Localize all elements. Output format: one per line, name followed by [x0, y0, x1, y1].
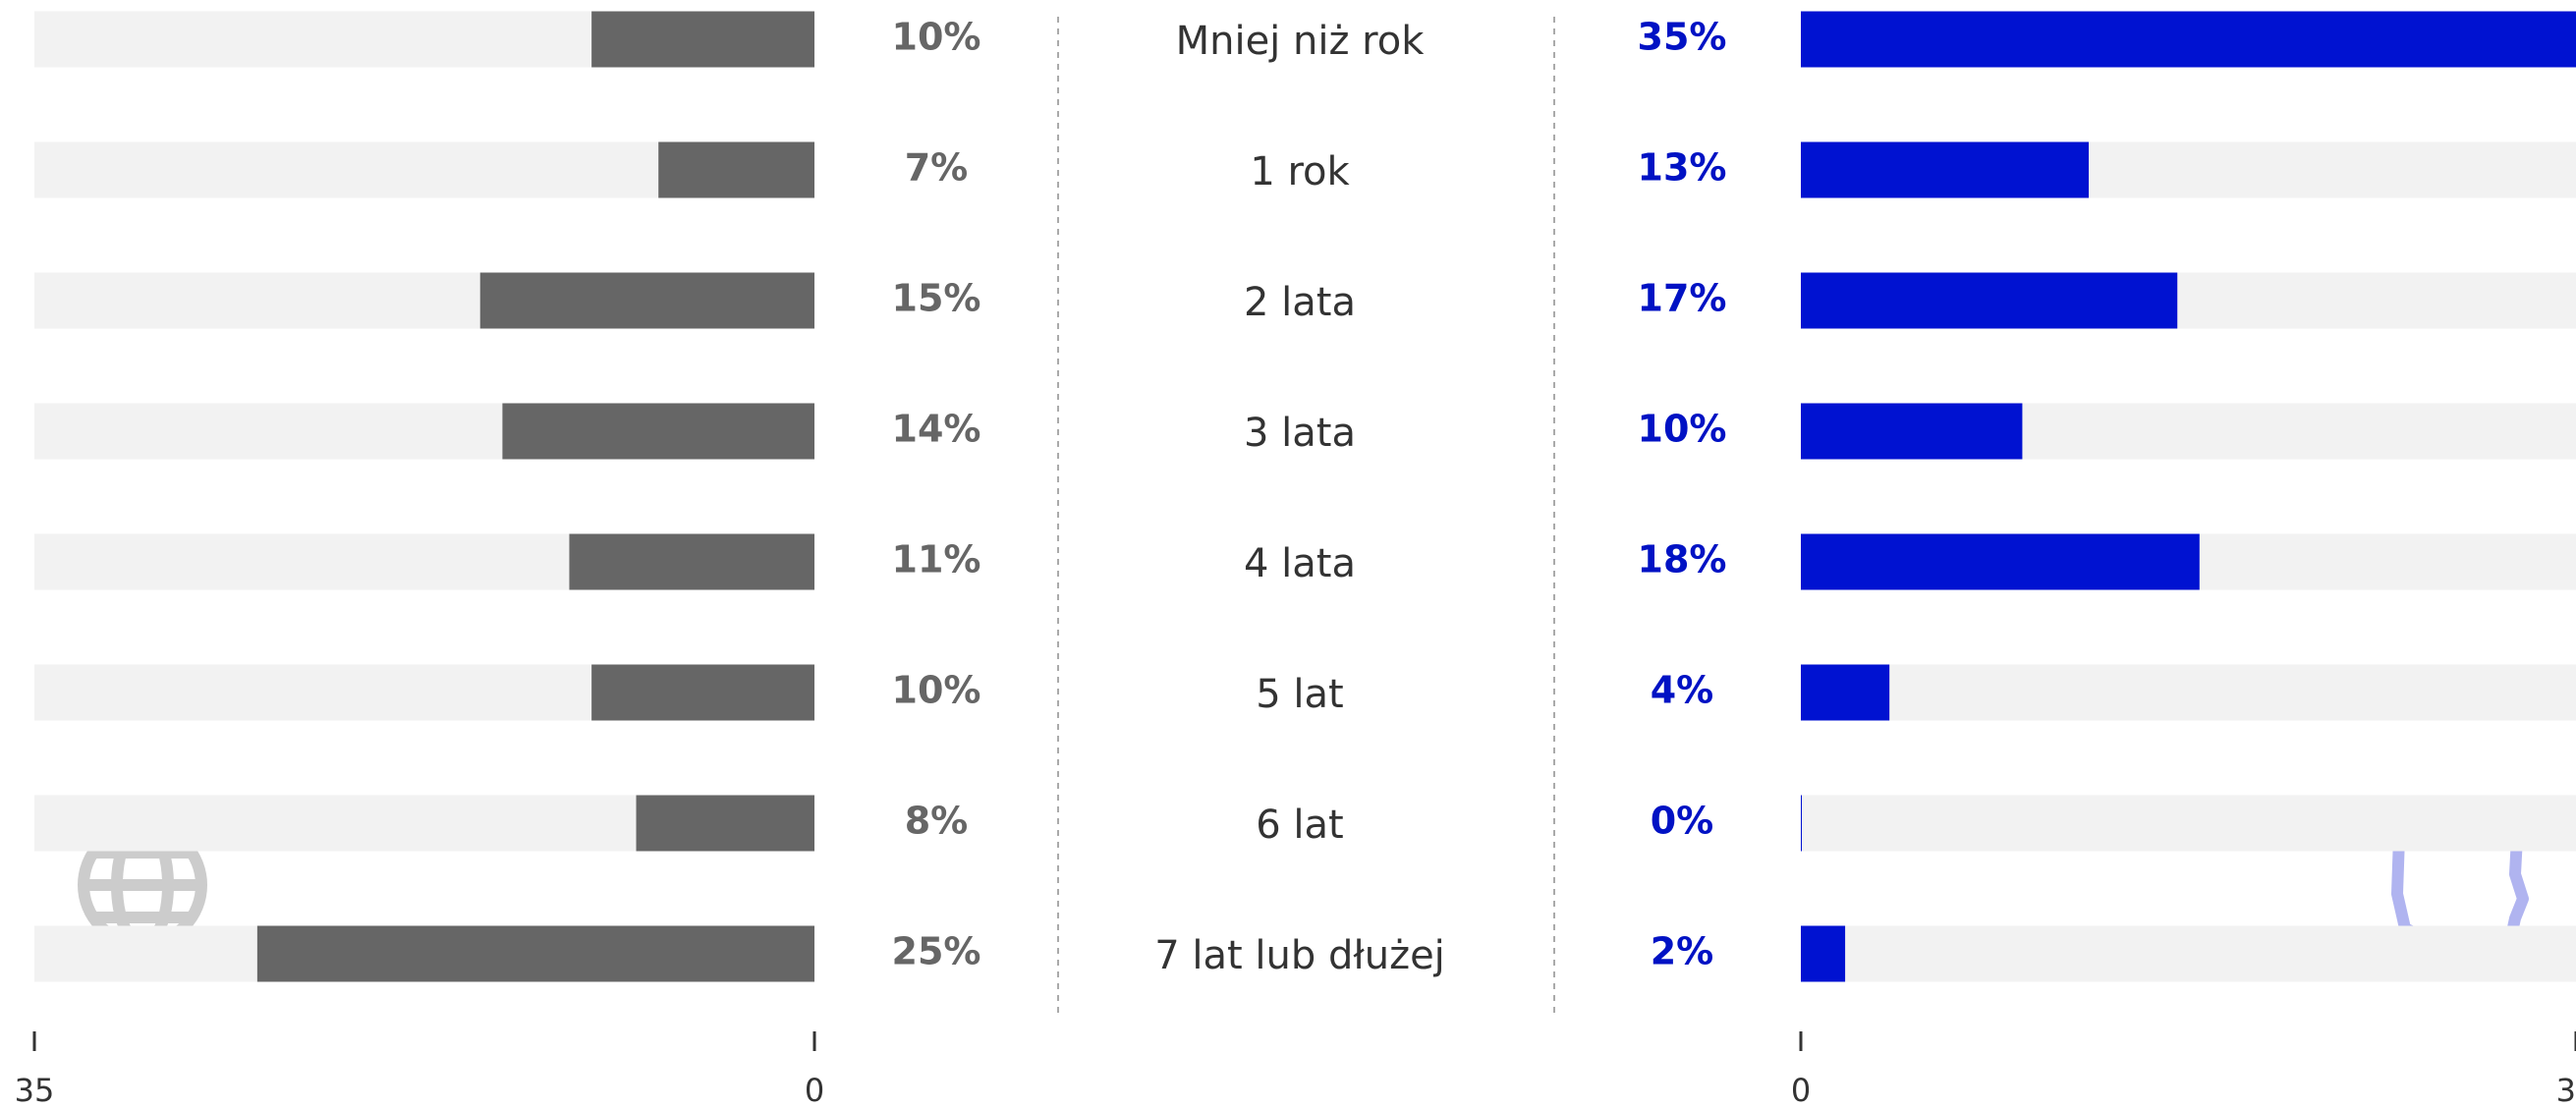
category-label: 5 lat: [1256, 672, 1343, 717]
category-label: 3 lata: [1244, 411, 1356, 456]
value-label: 15%: [892, 277, 981, 320]
bar: [591, 664, 814, 721]
category-label: 2 lata: [1244, 280, 1356, 325]
bar: [256, 925, 814, 982]
x-tick-label: 35: [2556, 1072, 2576, 1109]
bar-track: [1801, 925, 2576, 982]
bar: [636, 795, 814, 852]
x-tick-label: 35: [15, 1072, 55, 1109]
value-label: 25%: [892, 930, 981, 973]
bar: [1801, 533, 2200, 590]
bar: [1801, 664, 1890, 721]
bar: [1801, 272, 2178, 329]
value-label: 10%: [892, 669, 981, 712]
value-label: 13%: [1638, 146, 1727, 190]
category-label: 6 lat: [1256, 803, 1343, 848]
bar: [658, 141, 814, 198]
bar: [569, 533, 814, 590]
value-label: 35%: [1638, 16, 1727, 59]
bar: [591, 11, 814, 68]
value-label: 8%: [905, 800, 969, 843]
value-label: 7%: [905, 146, 969, 190]
value-label: 11%: [892, 538, 981, 582]
bar: [1801, 795, 1802, 852]
bar: [1801, 403, 2023, 460]
bar: [1801, 11, 2576, 68]
value-label: 4%: [1651, 669, 1714, 712]
category-label: 1 rok: [1250, 149, 1350, 194]
bar: [1801, 925, 1846, 982]
value-label: 14%: [892, 408, 981, 451]
value-label: 10%: [1638, 408, 1727, 451]
bar: [502, 403, 814, 460]
value-label: 2%: [1651, 930, 1714, 973]
value-label: 18%: [1638, 538, 1727, 582]
bar: [479, 272, 814, 329]
bar-track: [1801, 664, 2576, 721]
category-label: 4 lata: [1244, 541, 1356, 586]
value-label: 0%: [1651, 800, 1714, 843]
category-label: Mniej niż rok: [1176, 19, 1426, 64]
value-label: 10%: [892, 16, 981, 59]
x-tick-label: 0: [1791, 1072, 1811, 1109]
x-tick-label: 0: [805, 1072, 824, 1109]
bar: [1801, 141, 2090, 198]
category-label: 7 lat lub dłużej: [1154, 933, 1445, 978]
bar-track: [1801, 795, 2576, 852]
value-label: 17%: [1638, 277, 1727, 320]
